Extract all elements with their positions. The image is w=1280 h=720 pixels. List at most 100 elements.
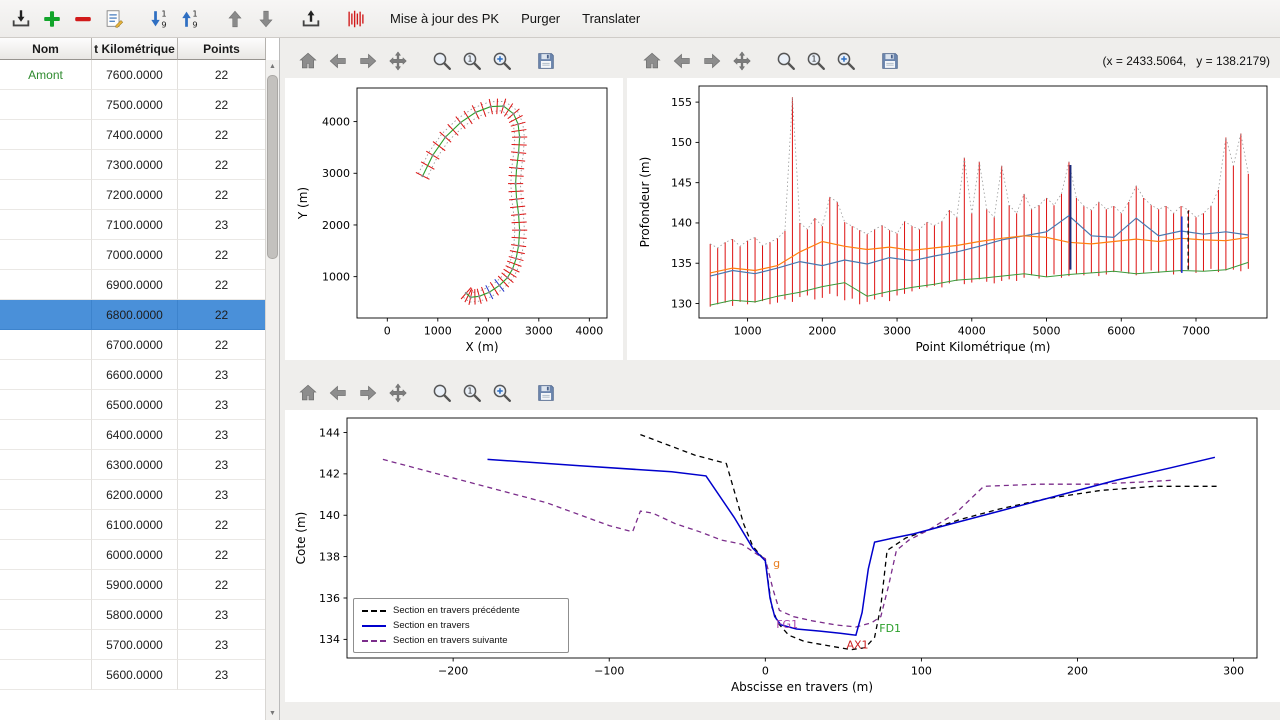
edit-icon[interactable] <box>101 6 126 31</box>
zoom-icon[interactable] <box>429 381 454 406</box>
zoom-one-icon[interactable]: 1 <box>459 49 484 74</box>
table-row[interactable]: 6400.0000 23 <box>0 420 266 450</box>
table-row[interactable]: 6600.0000 23 <box>0 360 266 390</box>
cell-pk: 6200.0000 <box>92 480 178 510</box>
move-up-icon[interactable] <box>222 6 247 31</box>
table-row[interactable]: 5800.0000 23 <box>0 600 266 630</box>
table-row[interactable]: 6100.0000 22 <box>0 510 266 540</box>
scroll-up-icon[interactable]: ▲ <box>269 63 276 70</box>
forward-icon[interactable] <box>355 49 380 74</box>
cell-points: 22 <box>178 240 266 270</box>
scroll-down-icon[interactable]: ▼ <box>269 710 276 717</box>
svg-text:3000: 3000 <box>883 325 911 338</box>
legend-label: Section en travers <box>393 620 470 631</box>
action-translater[interactable]: Translater <box>582 11 641 26</box>
column-header-points[interactable]: Points <box>178 38 266 60</box>
svg-text:2000: 2000 <box>808 325 836 338</box>
table-row[interactable]: 5900.0000 22 <box>0 570 266 600</box>
cell-nom <box>0 240 92 270</box>
cell-nom <box>0 600 92 630</box>
cell-pk: 6000.0000 <box>92 540 178 570</box>
forward-icon[interactable] <box>355 381 380 406</box>
save-icon[interactable] <box>533 381 558 406</box>
table-row[interactable]: 5700.0000 23 <box>0 630 266 660</box>
svg-text:X (m): X (m) <box>465 340 498 354</box>
cell-nom: Amont <box>0 60 92 90</box>
pk-marks-icon[interactable] <box>343 6 368 31</box>
svg-text:1: 1 <box>192 8 197 18</box>
table-row[interactable]: 6500.0000 23 <box>0 390 266 420</box>
svg-text:100: 100 <box>911 665 932 678</box>
svg-text:135: 135 <box>671 257 692 270</box>
action-purger[interactable]: Purger <box>521 11 561 26</box>
cell-points: 22 <box>178 180 266 210</box>
cell-pk: 6300.0000 <box>92 450 178 480</box>
svg-text:1000: 1000 <box>322 270 350 283</box>
table-row[interactable]: Amont 7600.0000 22 <box>0 60 266 90</box>
zoom-one-icon[interactable]: 1 <box>803 49 828 74</box>
zoom-icon[interactable] <box>429 49 454 74</box>
table-body: Amont 7600.0000 22 7500.0000 22 7400.0000 22 73… <box>0 60 266 690</box>
table-row[interactable]: 7300.0000 22 <box>0 150 266 180</box>
zoom-plus-icon[interactable] <box>489 381 514 406</box>
pan-icon[interactable] <box>385 49 410 74</box>
column-header-pk[interactable]: t Kilométrique <box>92 38 178 60</box>
table-row[interactable]: 6900.0000 22 <box>0 270 266 300</box>
zoom-icon[interactable] <box>773 49 798 74</box>
pan-icon[interactable] <box>729 49 754 74</box>
cell-points: 22 <box>178 570 266 600</box>
svg-text:1: 1 <box>811 55 816 64</box>
cell-pk: 6400.0000 <box>92 420 178 450</box>
svg-text:Point Kilométrique (m): Point Kilométrique (m) <box>915 340 1050 354</box>
cell-points: 23 <box>178 660 266 690</box>
zoom-plus-icon[interactable] <box>833 49 858 74</box>
back-icon[interactable] <box>325 49 350 74</box>
cell-nom <box>0 120 92 150</box>
export-icon[interactable] <box>298 6 323 31</box>
home-icon[interactable] <box>295 381 320 406</box>
action-mise-a-jour-des-pk[interactable]: Mise à jour des PK <box>390 11 500 26</box>
table-row[interactable]: 7400.0000 22 <box>0 120 266 150</box>
table-row[interactable]: 6300.0000 23 <box>0 450 266 480</box>
remove-icon[interactable] <box>70 6 95 31</box>
table-row[interactable]: 7000.0000 22 <box>0 240 266 270</box>
svg-text:145: 145 <box>671 176 692 189</box>
table-row[interactable]: 5600.0000 23 <box>0 660 266 690</box>
svg-text:1000: 1000 <box>424 325 452 338</box>
table-row[interactable]: 7200.0000 22 <box>0 180 266 210</box>
table-row[interactable]: 7500.0000 22 <box>0 90 266 120</box>
save-icon[interactable] <box>877 49 902 74</box>
scrollbar-thumb[interactable] <box>267 75 278 259</box>
profile-canvas[interactable]: 1000 2000 3000 4000 5000 6000 7000 130 135 140 145… <box>627 78 1280 360</box>
table-row[interactable]: 6800.0000 22 <box>0 300 266 330</box>
legend-item: Section en travers précédente <box>362 603 560 618</box>
back-icon[interactable] <box>325 381 350 406</box>
forward-icon[interactable] <box>699 49 724 74</box>
cell-nom <box>0 450 92 480</box>
cell-nom <box>0 510 92 540</box>
import-icon[interactable] <box>8 6 33 31</box>
column-header-nom[interactable]: Nom <box>0 38 92 60</box>
table-row[interactable]: 6200.0000 23 <box>0 480 266 510</box>
home-icon[interactable] <box>639 49 664 74</box>
cross-section-canvas[interactable]: −200 −100 0 100 200 300 134 136 138 140 142 144 Absc… <box>285 410 1280 702</box>
svg-text:300: 300 <box>1223 665 1244 678</box>
zoom-plus-icon[interactable] <box>489 49 514 74</box>
add-icon[interactable] <box>39 6 64 31</box>
plan-view-canvas[interactable]: 0 1000 2000 3000 4000 1000 2000 3000 4000 X (m) Y … <box>285 78 623 360</box>
table-row[interactable]: 7100.0000 23 <box>0 210 266 240</box>
table-row[interactable]: 6000.0000 22 <box>0 540 266 570</box>
back-icon[interactable] <box>669 49 694 74</box>
table-row[interactable]: 6700.0000 22 <box>0 330 266 360</box>
pan-icon[interactable] <box>385 381 410 406</box>
save-icon[interactable] <box>533 49 558 74</box>
table-scrollbar[interactable]: ▲ ▼ <box>265 60 279 720</box>
home-icon[interactable] <box>295 49 320 74</box>
svg-text:1000: 1000 <box>734 325 762 338</box>
svg-text:7000: 7000 <box>1182 325 1210 338</box>
zoom-one-icon[interactable]: 1 <box>459 381 484 406</box>
move-down-icon[interactable] <box>253 6 278 31</box>
